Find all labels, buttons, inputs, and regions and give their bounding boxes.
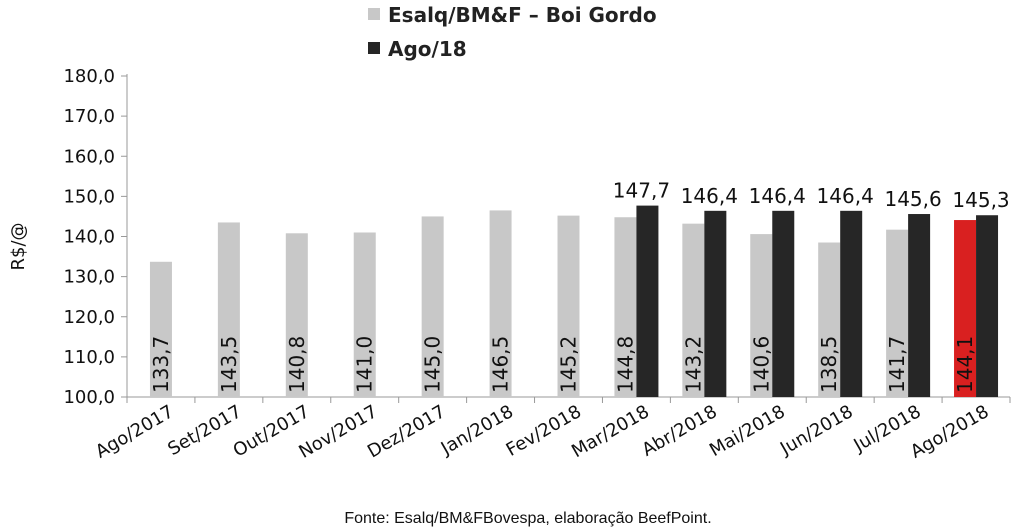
x-tick-label: Ago/2017 (92, 401, 178, 462)
data-label-esalq: 138,5 (817, 336, 841, 393)
y-tick-label: 140,0 (63, 227, 115, 248)
x-tick-label: Abr/2018 (638, 401, 720, 461)
data-label-esalq: 141,7 (885, 336, 909, 393)
bar-esalq-abr-2018 (682, 223, 705, 397)
legend-label-esalq: Esalq/BM&F – Boi Gordo (388, 3, 657, 27)
legend-label-ago18: Ago/18 (388, 37, 467, 61)
data-label-esalq: 144,1 (953, 336, 977, 393)
data-label-esalq: 146,5 (489, 336, 513, 393)
data-label-ago18: 146,4 (817, 184, 874, 208)
bar-esalq-ago-2017 (149, 261, 172, 397)
y-tick-label: 180,0 (63, 66, 115, 87)
data-label-esalq: 145,0 (421, 336, 445, 393)
bar-ago18-jun-2018 (840, 210, 863, 397)
x-tick-label: Ago/2018 (907, 401, 993, 462)
y-tick-label: 120,0 (63, 307, 115, 328)
data-label-ago18: 146,4 (681, 184, 738, 208)
bar-esalq-fev-2018 (557, 215, 580, 397)
data-label-esalq: 143,2 (681, 336, 705, 393)
data-label-ago18: 147,7 (613, 179, 670, 203)
bar-esalq-dez-2017 (421, 216, 444, 397)
y-tick-label: 170,0 (63, 106, 115, 127)
y-tick-label: 110,0 (63, 347, 115, 368)
bar-esalq-mar-2018 (614, 217, 637, 397)
data-label-esalq: 143,5 (217, 336, 241, 393)
bar-ago18-mar-2018 (636, 205, 659, 397)
x-tick-label: Dez/2017 (364, 401, 449, 462)
data-label-esalq: 141,0 (353, 336, 377, 393)
bar-ago18-mai-2018 (772, 210, 795, 397)
x-tick-label: Mai/2018 (706, 401, 789, 461)
bar-esalq-ago-2018 (954, 220, 977, 397)
y-tick-label: 150,0 (63, 186, 115, 207)
bar-esalq-jan-2018 (489, 210, 512, 397)
data-label-ago18: 146,4 (749, 184, 806, 208)
bar-esalq-out-2017 (285, 233, 308, 397)
legend-swatch-esalq (368, 8, 380, 20)
data-label-esalq: 140,8 (285, 336, 309, 393)
x-tick-label: Mar/2018 (568, 401, 653, 462)
x-tick-label: Jan/2018 (437, 401, 517, 459)
bar-esalq-jul-2018 (886, 229, 909, 397)
bar-ago18-jul-2018 (908, 214, 931, 397)
data-label-esalq: 145,2 (557, 336, 581, 393)
data-label-esalq: 144,8 (613, 336, 637, 393)
source-note: Fonte: Esalq/BM&FBovespa, elaboração Bee… (344, 510, 711, 527)
bar-esalq-nov-2017 (353, 232, 376, 397)
bar-esalq-jun-2018 (818, 242, 841, 397)
bar-ago18-ago-2018 (976, 215, 999, 397)
bar-ago18-abr-2018 (704, 210, 727, 397)
data-label-esalq: 133,7 (149, 336, 173, 393)
y-tick-label: 130,0 (63, 267, 115, 288)
y-axis-label: R$/@ (8, 222, 29, 270)
data-label-ago18: 145,3 (952, 188, 1009, 212)
y-tick-label: 160,0 (63, 146, 115, 167)
data-label-esalq: 140,6 (749, 336, 773, 393)
data-label-ago18: 145,6 (884, 187, 941, 211)
legend-swatch-ago18 (368, 42, 380, 54)
bar-esalq-mai-2018 (750, 234, 773, 397)
x-tick-label: Jun/2018 (776, 401, 857, 460)
bar-esalq-set-2017 (217, 222, 240, 397)
y-tick-label: 100,0 (63, 387, 115, 408)
